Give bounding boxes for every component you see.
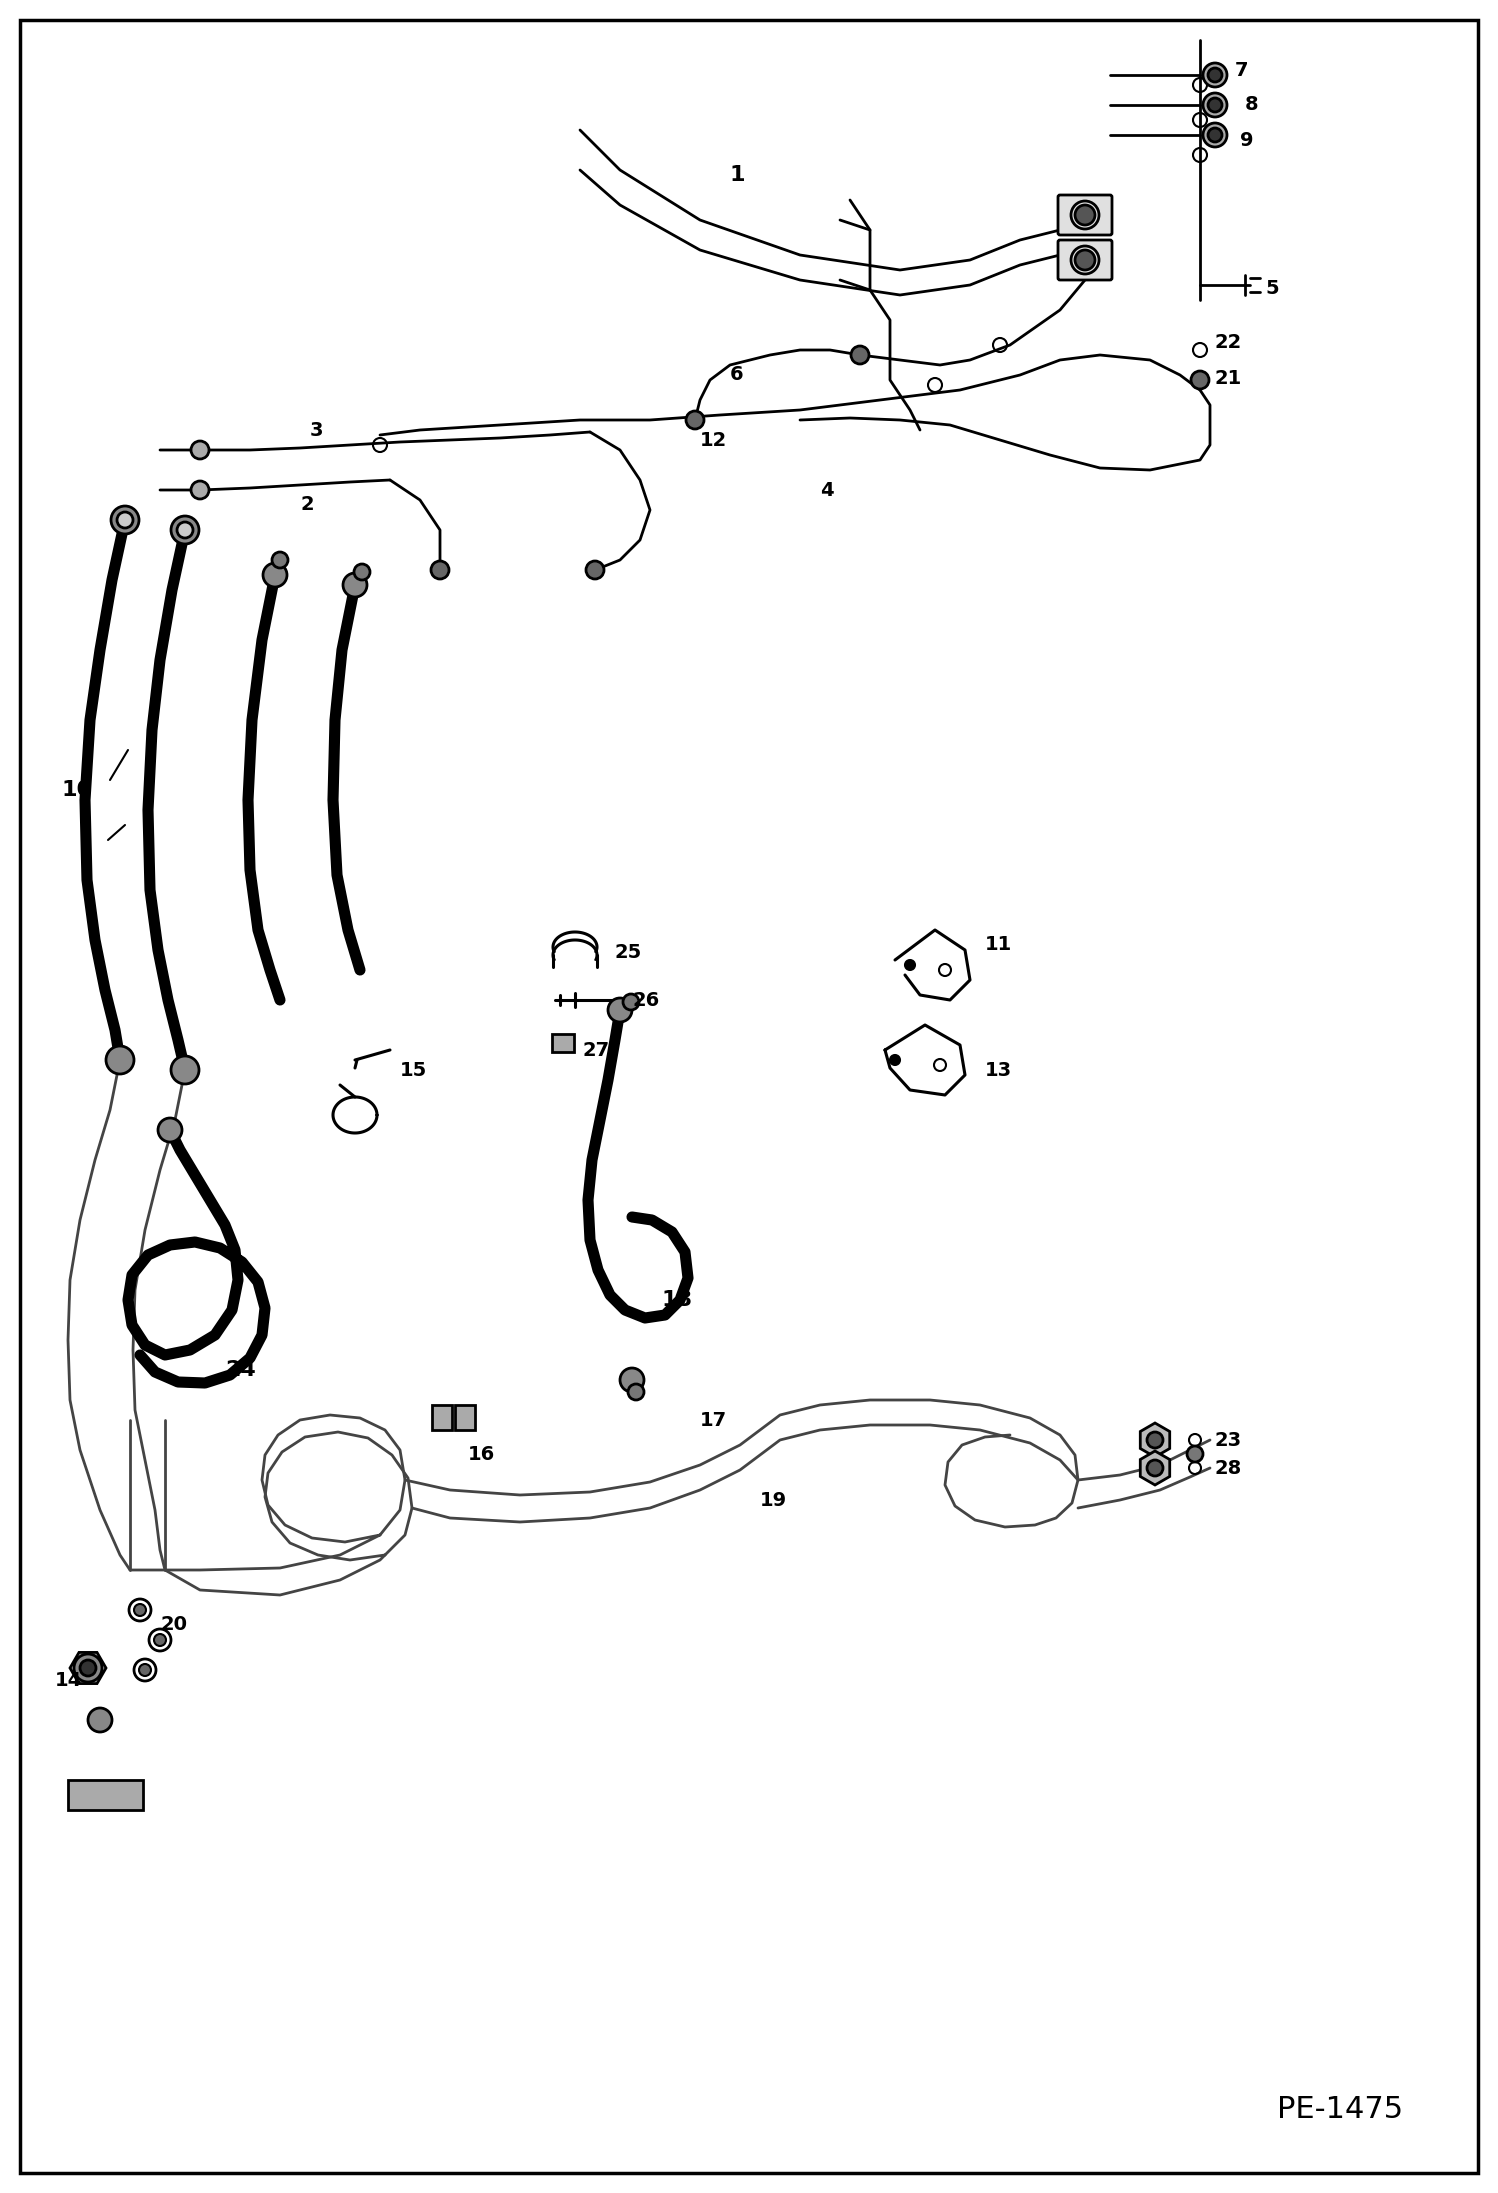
Text: 8: 8 xyxy=(1245,96,1258,114)
Circle shape xyxy=(905,961,915,969)
Polygon shape xyxy=(1140,1452,1170,1485)
Circle shape xyxy=(1207,127,1222,143)
Circle shape xyxy=(273,553,288,568)
Circle shape xyxy=(1203,92,1227,116)
Text: 4: 4 xyxy=(819,480,833,500)
Bar xyxy=(551,1035,574,1053)
Text: 26: 26 xyxy=(632,991,659,1009)
Circle shape xyxy=(1186,1445,1203,1463)
Circle shape xyxy=(117,511,133,529)
Circle shape xyxy=(620,1368,644,1393)
Circle shape xyxy=(139,1664,151,1675)
Circle shape xyxy=(133,1603,145,1616)
Circle shape xyxy=(79,1660,96,1675)
Bar xyxy=(431,1406,452,1430)
Circle shape xyxy=(192,441,210,458)
Text: 15: 15 xyxy=(400,1061,427,1079)
Circle shape xyxy=(264,564,288,588)
Circle shape xyxy=(1147,1461,1162,1476)
Circle shape xyxy=(431,561,449,579)
Circle shape xyxy=(88,1708,112,1732)
Polygon shape xyxy=(1140,1423,1170,1456)
Circle shape xyxy=(890,1055,900,1066)
Text: 20: 20 xyxy=(160,1616,187,1634)
Text: 23: 23 xyxy=(1215,1430,1242,1450)
Text: 11: 11 xyxy=(986,936,1013,954)
Bar xyxy=(455,1406,475,1430)
Circle shape xyxy=(686,410,704,430)
Text: 16: 16 xyxy=(467,1445,496,1465)
Text: PE-1475: PE-1475 xyxy=(1276,2097,1404,2125)
Circle shape xyxy=(1147,1432,1162,1447)
Circle shape xyxy=(111,507,139,535)
Text: 24: 24 xyxy=(225,1360,256,1379)
Text: 12: 12 xyxy=(700,430,727,450)
Circle shape xyxy=(157,1118,181,1143)
Text: 3: 3 xyxy=(310,421,324,439)
Text: 27: 27 xyxy=(583,1039,610,1059)
Text: 9: 9 xyxy=(1240,132,1254,149)
Text: 13: 13 xyxy=(986,1061,1013,1079)
Circle shape xyxy=(1203,64,1227,88)
Text: 22: 22 xyxy=(1215,333,1242,351)
Circle shape xyxy=(623,993,640,1011)
Circle shape xyxy=(73,1654,102,1682)
Circle shape xyxy=(154,1634,166,1647)
Text: 7: 7 xyxy=(1234,61,1248,79)
Circle shape xyxy=(106,1046,133,1075)
Text: 18: 18 xyxy=(662,1289,694,1309)
Text: 10: 10 xyxy=(61,781,93,800)
Circle shape xyxy=(1207,99,1222,112)
Circle shape xyxy=(628,1384,644,1399)
Circle shape xyxy=(1191,371,1209,388)
Text: 2: 2 xyxy=(300,496,313,515)
Text: 25: 25 xyxy=(616,943,643,961)
Circle shape xyxy=(851,346,869,364)
Circle shape xyxy=(343,572,367,596)
Text: 19: 19 xyxy=(759,1491,786,1509)
Text: 1: 1 xyxy=(730,164,746,184)
Circle shape xyxy=(171,1057,199,1083)
Text: 21: 21 xyxy=(1215,368,1242,388)
Circle shape xyxy=(171,515,199,544)
FancyBboxPatch shape xyxy=(1058,195,1112,235)
Circle shape xyxy=(177,522,193,537)
Circle shape xyxy=(1203,123,1227,147)
Circle shape xyxy=(1076,250,1095,270)
Text: 5: 5 xyxy=(1264,279,1279,298)
Circle shape xyxy=(192,480,210,500)
Circle shape xyxy=(354,564,370,579)
Circle shape xyxy=(1207,68,1222,81)
Circle shape xyxy=(608,998,632,1022)
Polygon shape xyxy=(70,1651,106,1684)
Text: 14: 14 xyxy=(55,1671,82,1689)
Circle shape xyxy=(586,561,604,579)
FancyBboxPatch shape xyxy=(1058,239,1112,281)
Text: 6: 6 xyxy=(730,366,743,384)
Circle shape xyxy=(1076,204,1095,226)
Bar xyxy=(67,1781,142,1809)
Text: 28: 28 xyxy=(1215,1458,1242,1478)
Text: 17: 17 xyxy=(700,1410,727,1430)
